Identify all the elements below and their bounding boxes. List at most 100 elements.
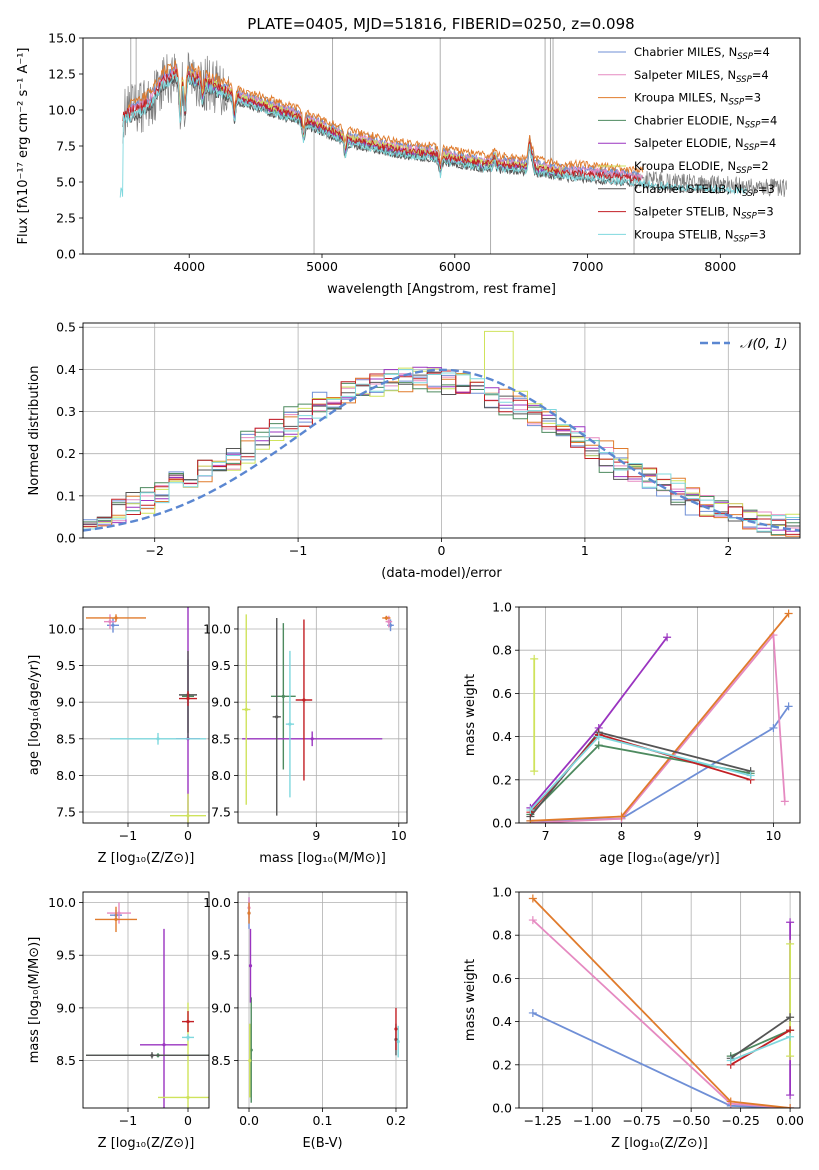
plus-marker	[784, 609, 793, 618]
y-tick-label: 0.2	[492, 772, 512, 787]
plot-area	[119, 38, 788, 254]
plus-marker	[746, 771, 755, 780]
plus-marker	[528, 916, 537, 925]
x-tick-label: 0.00	[776, 1113, 804, 1128]
panel-6: −1 0 8.5 9.0 9.5 10.0 Z [log₁₀(Z/Z⊙)] mass [log…	[27, 891, 210, 1151]
x-tick-label: −0.50	[672, 1113, 710, 1128]
plus-marker	[530, 654, 539, 663]
y-tick-label: 9.5	[56, 948, 76, 963]
point-marker	[247, 911, 251, 915]
y-tick-label: 10.0	[48, 621, 76, 636]
legend-entry: Kroupa MILES, NSSP=3	[634, 91, 761, 108]
errorbar-point-9	[396, 1025, 400, 1058]
plot-area	[83, 323, 800, 538]
point-marker	[162, 1043, 166, 1047]
y-tick-label: 0.0	[56, 531, 76, 546]
plot-area	[238, 607, 407, 823]
y-tick-label: 0.2	[492, 1057, 512, 1072]
plus-marker	[528, 894, 537, 903]
point-marker	[108, 620, 112, 624]
chart-layer: 4000 5000 6000 7000 80000.02.55.07.510.012.5…	[16, 31, 804, 1152]
x-tick-label: 9	[312, 828, 320, 843]
y-tick-label: 10.0	[203, 895, 231, 910]
y-tick-label: 9.0	[211, 1000, 231, 1015]
errorbar-point-3	[382, 615, 391, 621]
axes-frame	[237, 891, 408, 1109]
point-marker	[186, 1095, 190, 1100]
y-tick-label: 7.5	[211, 805, 231, 820]
plus-marker	[786, 918, 795, 927]
errorbar-point-8	[295, 619, 313, 781]
plus-marker	[528, 1008, 537, 1017]
point-marker	[186, 814, 190, 818]
mass-weight-line-2	[532, 919, 791, 1108]
point-marker	[275, 715, 279, 719]
x-tick-label: 0.2	[386, 1113, 406, 1128]
y-tick-label: 0.4	[492, 729, 512, 744]
y-axis-label: mass weight	[463, 674, 478, 756]
errorbar-point-3	[86, 614, 146, 622]
x-tick-label: −0.75	[623, 1113, 661, 1128]
legend-entry: Chabrier STELIB, NSSP=3	[634, 182, 775, 199]
model-spectrum-9	[119, 73, 747, 198]
plot-area	[519, 607, 800, 823]
y-tick-label: 9.0	[211, 695, 231, 710]
y-axis-label: Flux [fλ10⁻¹⁷ erg cm⁻² s⁻¹ A⁻¹]	[16, 48, 31, 245]
plus-marker	[526, 806, 535, 815]
panel-3: −1 0 7.5 8.0 8.5 9.0 9.5 10.0 Z [log₁₀(Z/Z⊙)] age…	[27, 606, 210, 866]
y-axis-label: mass weight	[463, 959, 478, 1041]
y-tick-label: 10.0	[203, 621, 231, 636]
mass-weight-line-5	[529, 636, 668, 809]
x-tick-label: 5000	[306, 259, 338, 274]
y-tick-label: 9.5	[211, 658, 231, 673]
legend-entry: Salpeter STELIB, NSSP=3	[634, 205, 774, 222]
errorbar-point-9	[182, 1034, 194, 1041]
mass-weight-line-1	[532, 1012, 791, 1108]
errorbar-point-4	[270, 623, 296, 770]
y-tick-label: 8.5	[211, 731, 231, 746]
plus-marker	[594, 741, 603, 750]
x-tick-label: 9	[693, 828, 701, 843]
x-tick-label: 1	[581, 543, 589, 558]
y-axis-label: age [log₁₀(age/yr)]	[27, 655, 42, 776]
panel-5: 7 8 9 10 0.0 0.2 0.4 0.6 0.8 1.0 age [log₁₀(age/yr…	[463, 600, 801, 866]
x-axis-label: (data-model)/error	[381, 566, 502, 581]
axes-frame	[82, 37, 801, 255]
x-tick-label: 8000	[704, 259, 736, 274]
axes-frame	[237, 606, 408, 824]
y-tick-label: 0.4	[56, 362, 76, 377]
gaussian-legend-label: 𝒩(0, 1)	[740, 337, 787, 352]
errorbar-point-6	[170, 793, 206, 823]
point-marker	[396, 1040, 400, 1044]
plus-marker	[726, 1097, 735, 1106]
plus-marker	[786, 939, 795, 948]
plus-marker	[786, 1104, 795, 1108]
x-tick-label: 10	[765, 828, 781, 843]
errorbar-point-8	[394, 1007, 398, 1051]
y-tick-label: 15.0	[48, 31, 76, 46]
y-tick-label: 8.0	[211, 768, 231, 783]
y-tick-label: 0.2	[56, 446, 76, 461]
errorbar-point-1	[107, 617, 119, 633]
point-marker	[117, 911, 121, 915]
gaussian-curve	[83, 368, 800, 532]
y-tick-label: 9.0	[56, 1000, 76, 1015]
point-marker	[186, 1035, 190, 1040]
x-axis-label: wavelength [Angstrom, rest frame]	[327, 282, 556, 297]
plus-marker	[663, 633, 672, 642]
y-tick-label: 8.0	[56, 768, 76, 783]
errorbar-point-8	[179, 691, 197, 706]
point-marker	[302, 698, 306, 702]
plus-marker	[769, 723, 778, 732]
model-spectrum-3	[127, 60, 644, 174]
legend-entry: Chabrier ELODIE, NSSP=4	[634, 113, 777, 130]
y-tick-label: 9.5	[211, 948, 231, 963]
point-marker	[186, 1020, 190, 1024]
y-tick-label: 8.5	[56, 731, 76, 746]
y-axis-label: Normed distribution	[27, 366, 42, 496]
point-marker	[281, 694, 285, 698]
y-tick-label: 9.0	[56, 695, 76, 710]
y-tick-label: 0.6	[492, 686, 512, 701]
y-tick-label: 0.4	[492, 1014, 512, 1029]
errorbar-point-7	[86, 1052, 209, 1059]
